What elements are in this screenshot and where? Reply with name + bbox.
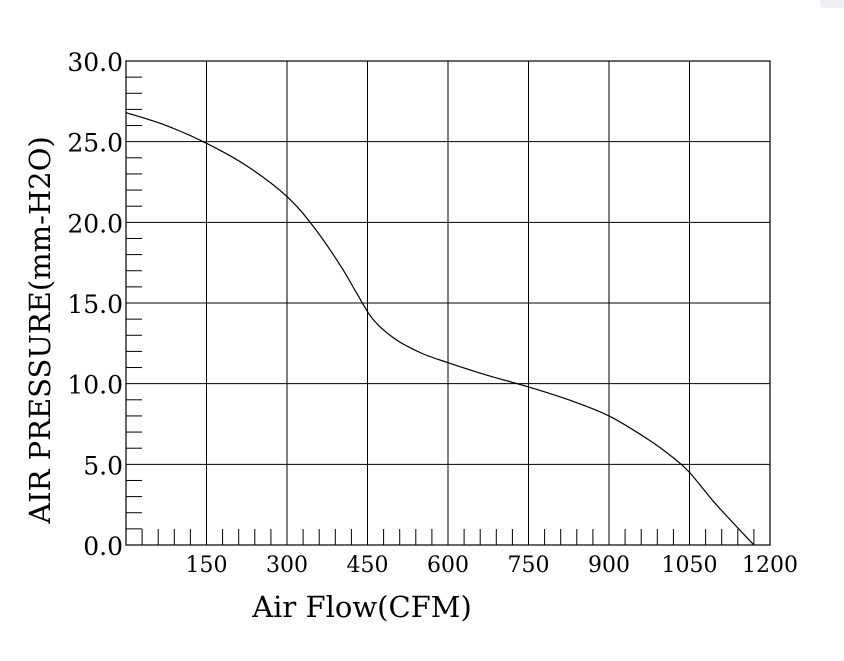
x-tick-label: 1200 [742, 553, 798, 578]
x-tick-label: 300 [266, 553, 308, 578]
tick-labels: 150 300 450 600 750 900 1050 1200 0.0 5.0 10.0 15.0… [67, 48, 798, 578]
y-tick-label: 25.0 [67, 129, 123, 158]
x-tick-label: 750 [508, 553, 550, 578]
x-axis-label: Air Flow(CFM) [251, 590, 472, 624]
y-tick-label: 10.0 [67, 371, 123, 400]
x-tick-label: 1050 [662, 553, 718, 578]
x-tick-label: 450 [347, 553, 389, 578]
grid [125, 60, 771, 546]
y-tick-label: 5.0 [83, 451, 123, 480]
series-line [125, 112, 755, 546]
x-tick-label: 900 [588, 553, 630, 578]
x-tick-label: 600 [427, 553, 469, 578]
x-tick-label: 150 [186, 553, 228, 578]
y-tick-label: 0.0 [83, 532, 123, 561]
y-tick-label: 30.0 [67, 48, 123, 77]
corner-badge [820, 0, 844, 8]
y-tick-label: 20.0 [67, 209, 123, 238]
y-tick-label: 15.0 [67, 290, 123, 319]
minor-ticks [126, 76, 755, 545]
y-axis-label: AIR PRESSURE(mm-H2O) [23, 136, 57, 525]
